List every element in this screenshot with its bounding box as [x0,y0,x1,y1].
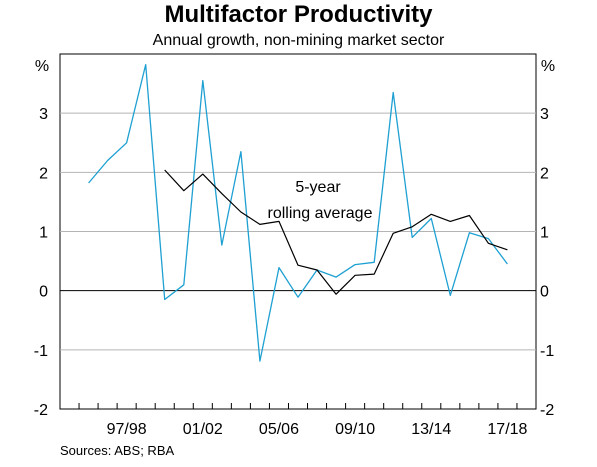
y-tick-label-left: 2 [39,165,48,182]
series-lines [88,63,508,362]
y-tick-label-left: -1 [34,343,48,360]
x-tick-label: 05/06 [259,421,299,438]
y-tick-label-right: 2 [540,165,549,182]
x-ticks: 97/98 01/02 05/06 09/10 13/14 17/18 [78,403,528,438]
x-tick-label: 17/18 [487,421,527,438]
y-tick-label-right: 3 [540,106,549,123]
y-unit-right: % [541,58,555,75]
series-line-annual [88,63,508,362]
chart-source: Sources: ABS; RBA [60,443,175,458]
y-tick-label-left: 0 [39,284,48,301]
y-tick-label-right: -2 [540,402,554,419]
y-tick-labels: -2 -2 -1 -1 0 0 1 1 2 2 3 3 [34,106,555,419]
y-tick-label-right: 1 [540,225,549,242]
annotation-line-2: rolling average [268,205,373,222]
x-tick-label: 13/14 [411,421,451,438]
x-tick-label: 09/10 [335,421,375,438]
y-tick-label-right: -1 [540,343,554,360]
y-unit-left: % [35,58,49,75]
chart-subtitle: Annual growth, non-mining market sector [152,32,445,49]
y-tick-label-right: 0 [540,284,549,301]
series-line-rolling [164,169,508,295]
y-tick-label-left: 1 [39,225,48,242]
chart-title: Multifactor Productivity [164,1,433,28]
x-tick-label: 97/98 [107,421,147,438]
annotation-line-1: 5-year [295,179,341,196]
x-tick-label: 01/02 [183,421,223,438]
y-tick-label-left: -2 [34,402,48,419]
y-tick-label-left: 3 [39,106,48,123]
gridlines [60,112,536,351]
